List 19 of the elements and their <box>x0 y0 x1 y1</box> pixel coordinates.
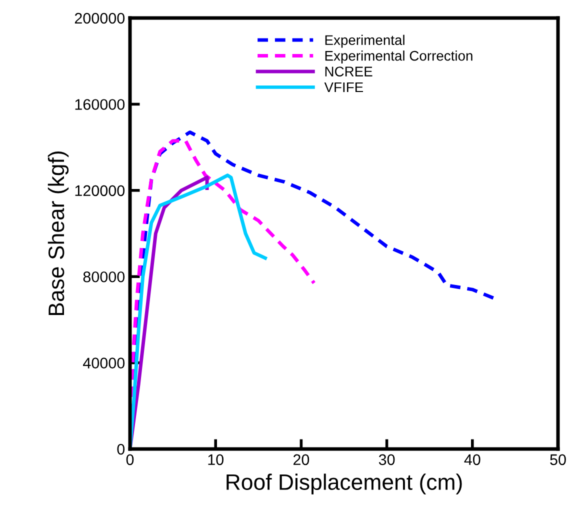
y-tick-label: 0 <box>117 444 125 455</box>
x-axis-title: Roof Displacement (cm) <box>226 474 462 494</box>
y-tick-label: 120000 <box>75 185 125 196</box>
y-tick-label: 200000 <box>74 12 125 24</box>
x-tick-label: 30 <box>378 454 395 466</box>
y-tick-label: 160000 <box>75 99 125 110</box>
legend-label: VFIFE <box>324 82 364 92</box>
x-tick-label: 50 <box>550 454 566 466</box>
x-tick-label: 10 <box>208 454 224 466</box>
y-tick-label: 80000 <box>83 271 125 282</box>
line-series <box>130 174 267 449</box>
x-tick-label: 40 <box>464 454 480 466</box>
legend-label: Experimental Correction <box>325 50 472 64</box>
legend-label: Experimental <box>325 34 404 48</box>
x-tick-label: 20 <box>293 454 310 466</box>
x-tick-label: 0 <box>126 454 134 466</box>
y-axis-title: Base Shear (kgf) <box>48 152 69 316</box>
legend-label: NCREE <box>325 66 372 76</box>
y-tick-label: 40000 <box>83 358 125 368</box>
